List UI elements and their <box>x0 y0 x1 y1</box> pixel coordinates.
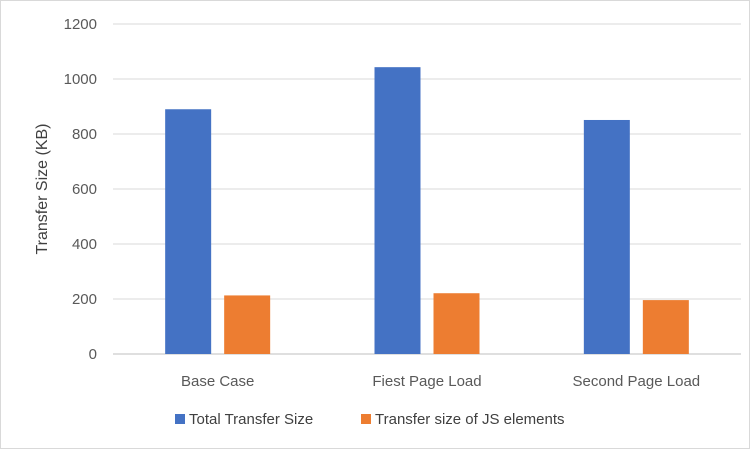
y-tick-label: 800 <box>72 126 97 143</box>
y-tick-label: 600 <box>72 181 97 198</box>
bars <box>165 67 689 355</box>
legend-swatch <box>175 414 185 424</box>
x-tick-label: Second Page Load <box>573 373 701 390</box>
y-tick-label: 1000 <box>64 71 97 88</box>
y-tick-label: 0 <box>89 346 97 363</box>
legend-swatch <box>361 414 371 424</box>
y-tick-label: 200 <box>72 291 97 308</box>
x-tick-label: Fiest Page Load <box>372 373 481 390</box>
y-axis-tick-labels: 0 200 400 600 800 1000 1200 <box>64 16 97 363</box>
x-tick-label: Base Case <box>181 373 254 390</box>
bar-total-transfer-size <box>165 109 212 354</box>
y-tick-label: 1200 <box>64 16 97 33</box>
legend-label: Transfer size of JS elements <box>375 411 565 428</box>
bar-js-transfer-size <box>433 293 480 354</box>
gridlines <box>113 23 741 355</box>
bar-js-transfer-size <box>224 295 271 354</box>
y-axis-title: Transfer Size (KB) <box>34 124 51 255</box>
legend-label: Total Transfer Size <box>189 411 313 428</box>
bar-total-transfer-size <box>583 119 630 354</box>
legend: Total Transfer Size Transfer size of JS e… <box>175 411 565 428</box>
bar-total-transfer-size <box>374 67 421 355</box>
bar-js-transfer-size <box>642 300 689 354</box>
y-tick-label: 400 <box>72 236 97 253</box>
x-axis-tick-labels: Base Case Fiest Page Load Second Page Load <box>181 373 700 390</box>
